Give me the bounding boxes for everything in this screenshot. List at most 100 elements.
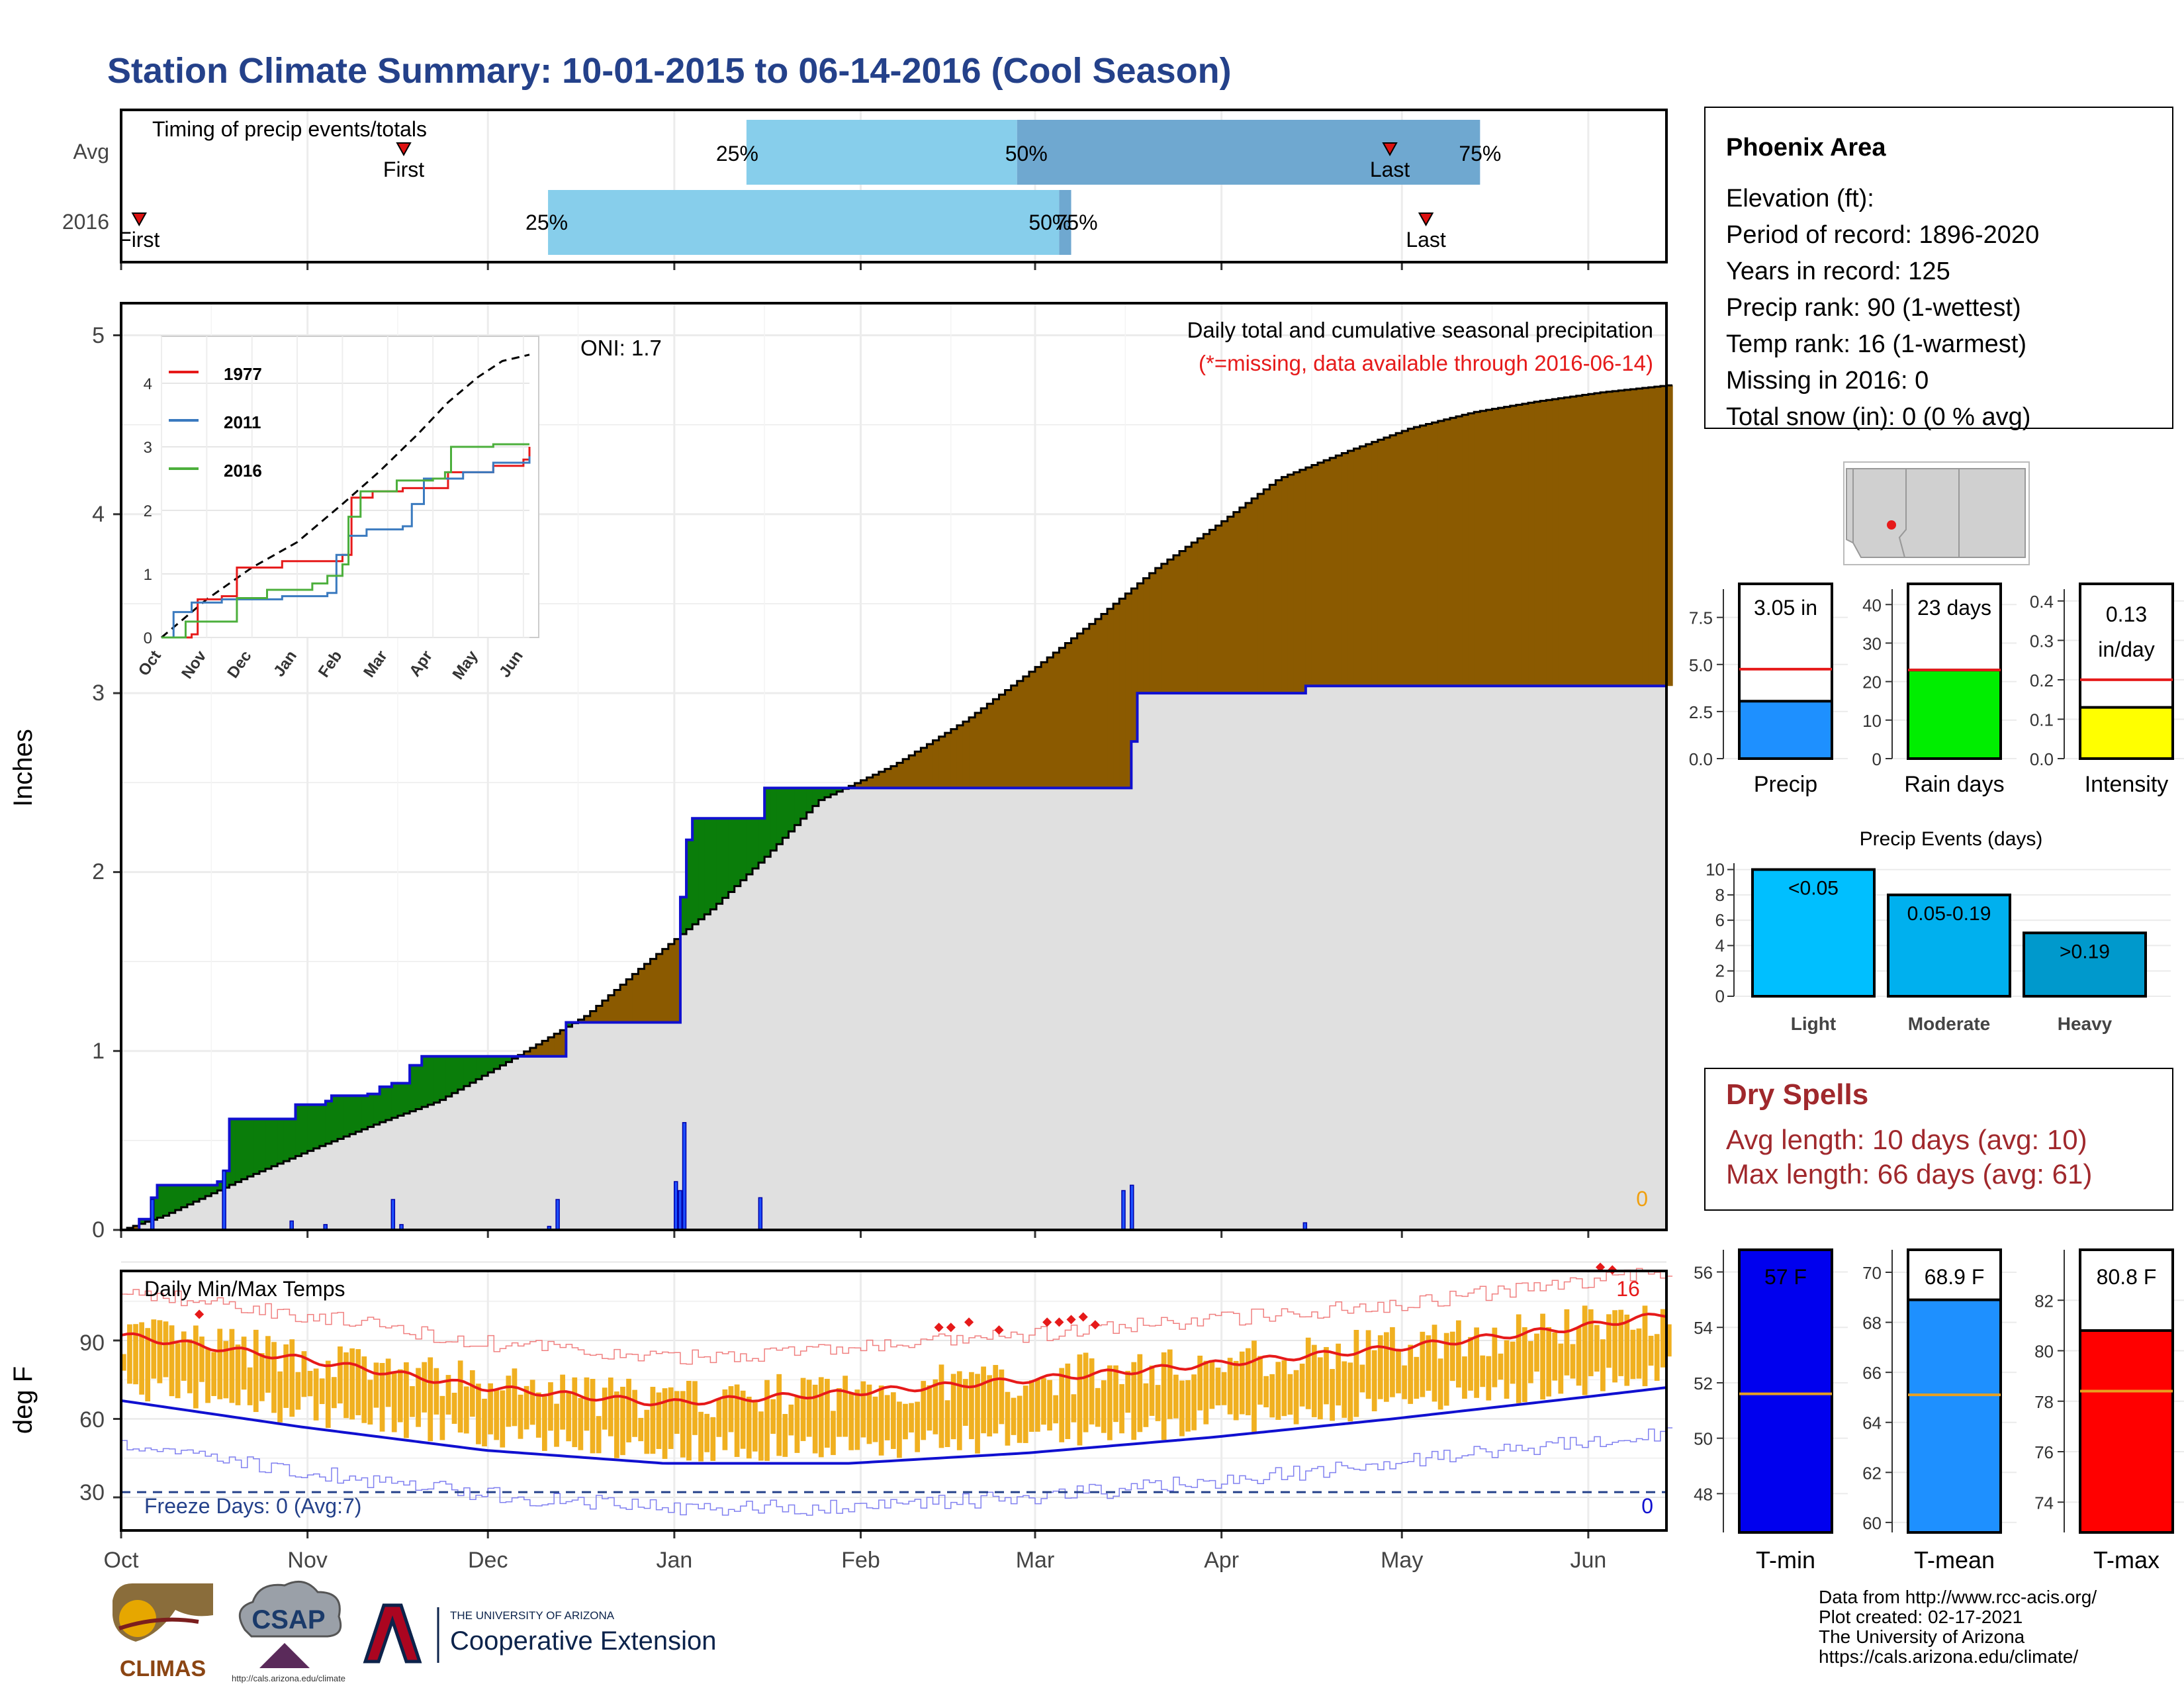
daily-temp-bar (1155, 1385, 1161, 1421)
surplus-column (451, 1056, 459, 1094)
daily-precip-bar (150, 1199, 155, 1231)
daily-temp-bar (1474, 1327, 1479, 1398)
footer-created: Plot created: 02-17-2021 (1819, 1607, 2023, 1627)
deficit-column (620, 984, 627, 1023)
tmean-tick-label: 68 (1862, 1313, 1882, 1333)
deficit-column (1077, 633, 1084, 788)
raindays-tick-label: 40 (1862, 595, 1882, 615)
daily-temp-bar (404, 1362, 409, 1438)
daily-temp-bar (1275, 1362, 1281, 1420)
daily-temp-bar (782, 1414, 788, 1457)
footer-url: https://cals.arizona.edu/climate/ (1819, 1646, 2078, 1667)
deficit-column (554, 1033, 561, 1056)
daily-temp-bar (837, 1387, 842, 1437)
deficit-column (668, 944, 675, 1023)
deficit-column (860, 780, 868, 788)
daily-temp-bar (529, 1380, 535, 1425)
daily-temp-bar (1486, 1356, 1492, 1401)
deficit-column (1642, 388, 1649, 686)
daily-temp-bar (1449, 1331, 1455, 1382)
deficit-column (1534, 401, 1541, 686)
surplus-column (837, 788, 843, 792)
inset-xtick: Feb (315, 647, 346, 680)
surplus-column (416, 1065, 422, 1109)
deficit-column (602, 1000, 609, 1023)
surplus-column (806, 788, 813, 813)
avg-q1-bar (746, 120, 1017, 185)
inset-xtick: Jan (270, 647, 300, 680)
daily-temp-bar (469, 1370, 475, 1417)
inset-ytick: 1 (144, 566, 152, 584)
daily-temp-bar (1642, 1305, 1648, 1387)
daily-temp-bar (1203, 1360, 1209, 1425)
deficit-column (1318, 462, 1324, 686)
deficit-column (548, 1037, 555, 1056)
daily-temp-bar (1443, 1333, 1449, 1406)
daily-temp-bar (716, 1399, 722, 1437)
deficit-column (1137, 583, 1144, 694)
month-label: Mar (1016, 1548, 1055, 1573)
daily-temp-bar (361, 1356, 367, 1423)
daily-temp-bar (596, 1416, 602, 1454)
dry-frame (1704, 1068, 2173, 1211)
daily-temp-bar (1233, 1360, 1239, 1421)
daily-temp-bar (1143, 1383, 1149, 1427)
surplus-column (307, 1104, 314, 1151)
daily-temp-bar (1594, 1325, 1600, 1372)
daily-temp-bar (584, 1377, 590, 1431)
daily-temp-bar (338, 1346, 343, 1404)
daily-temp-bar (1510, 1341, 1516, 1384)
daily-temp-bar (884, 1395, 890, 1440)
daily-temp-bar (909, 1403, 914, 1432)
daily-temp-bar (1558, 1343, 1564, 1394)
deficit-column (1095, 619, 1102, 788)
mini-raindays-value: 23 days (1917, 596, 1991, 620)
daily-precip-bar (678, 1190, 682, 1231)
daily-temp-bar (391, 1373, 397, 1432)
daily-temp-bar (788, 1404, 794, 1436)
temp-panel: Daily Min/Max Temps deg F 30 60 90 Freez… (9, 1261, 1673, 1573)
daily-temp-bar (746, 1396, 752, 1459)
daily-temp-bar (1161, 1352, 1167, 1440)
surplus-column (271, 1119, 278, 1166)
deficit-column (1281, 477, 1289, 694)
daily-temp-bar (277, 1371, 283, 1423)
daily-temp-bar (680, 1391, 686, 1458)
y2016-last-label: Last (1406, 228, 1446, 252)
deficit-column (975, 712, 981, 788)
surplus-column (812, 788, 819, 806)
events-tick-label: 0 (1715, 986, 1725, 1006)
daily-precip-bar (555, 1199, 560, 1231)
deficit-column (1065, 643, 1072, 788)
inset-xtick: Dec (224, 647, 255, 682)
deficit-column (662, 949, 669, 1023)
temp-ylabel: deg F (9, 1366, 38, 1434)
intensity-tick-label: 0.2 (2030, 671, 2054, 690)
deficit-column (884, 769, 891, 788)
intensity-tick-label: 0.4 (2030, 592, 2054, 612)
daily-temp-bar (1257, 1356, 1263, 1405)
avg-q2-bar (1017, 120, 1480, 185)
surplus-column (157, 1185, 164, 1218)
surplus-column (391, 1083, 398, 1118)
deficit-column (1582, 395, 1589, 686)
daily-temp-bar (656, 1392, 662, 1449)
daily-temp-bar (1209, 1360, 1215, 1409)
surplus-column (782, 788, 790, 838)
deficit-column (866, 777, 874, 788)
deficit-column (1371, 442, 1379, 686)
deficit-column (1143, 578, 1150, 694)
daily-temp-bar (1480, 1355, 1486, 1387)
daily-temp-bar (956, 1371, 962, 1450)
csap-text: CSAP (251, 1605, 325, 1634)
csap-logo: CSAP http://cals.arizona.edu/climate (232, 1580, 345, 1683)
inset-ytick: 4 (144, 375, 152, 393)
daily-temp-bar (734, 1384, 740, 1457)
daily-temp-bar (500, 1390, 506, 1448)
deficit-column (1456, 416, 1463, 686)
deficit-column (944, 733, 952, 788)
y2016-last-marker (1418, 212, 1434, 227)
deficit-column (956, 725, 964, 788)
tmin-label: T-min (1756, 1546, 1815, 1573)
inset-xtick: Mar (360, 647, 391, 680)
